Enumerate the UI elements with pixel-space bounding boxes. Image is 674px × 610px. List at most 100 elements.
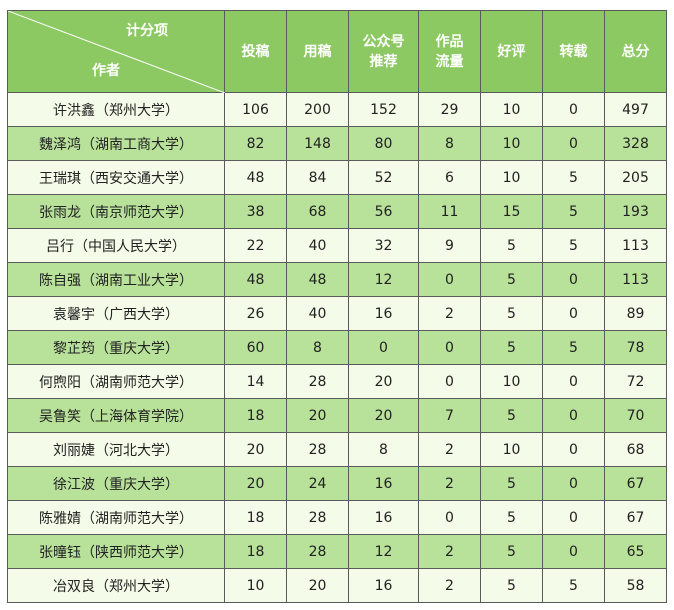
score-cell: 67 xyxy=(604,466,667,501)
author-cell: 袁馨宇（广西大学） xyxy=(7,296,225,331)
score-cell: 0 xyxy=(542,534,605,569)
score-cell: 5 xyxy=(480,534,543,569)
score-cell: 8 xyxy=(348,432,419,467)
score-cell: 68 xyxy=(286,194,349,229)
score-cell: 5 xyxy=(480,500,543,535)
score-cell: 12 xyxy=(348,534,419,569)
score-cell: 5 xyxy=(542,160,605,195)
author-cell: 魏泽鸿（湖南工商大学） xyxy=(7,126,225,161)
score-cell: 10 xyxy=(480,364,543,399)
author-cell: 张曈钰（陕西师范大学） xyxy=(7,534,225,569)
score-cell: 193 xyxy=(604,194,667,229)
score-cell: 22 xyxy=(224,228,287,263)
score-cell: 0 xyxy=(542,126,605,161)
score-cell: 28 xyxy=(286,432,349,467)
col-header: 转载 xyxy=(542,10,605,93)
score-cell: 106 xyxy=(224,92,287,127)
score-cell: 14 xyxy=(224,364,287,399)
author-cell: 陈雅婧（湖南师范大学） xyxy=(7,500,225,535)
score-cell: 0 xyxy=(542,500,605,535)
score-cell: 20 xyxy=(224,466,287,501)
col-header: 好评 xyxy=(480,10,543,93)
score-cell: 0 xyxy=(348,330,419,365)
score-cell: 113 xyxy=(604,262,667,297)
table-row: 吕行（中国人民大学） 22 40 32 9 5 5 113 xyxy=(7,228,667,263)
col-header: 投稿 xyxy=(224,10,287,93)
table-row: 张曈钰（陕西师范大学） 18 28 12 2 5 0 65 xyxy=(7,534,667,569)
score-cell: 18 xyxy=(224,398,287,433)
author-cell: 何煦阳（湖南师范大学） xyxy=(7,364,225,399)
table-row: 吴鲁笑（上海体育学院） 18 20 20 7 5 0 70 xyxy=(7,398,667,433)
score-cell: 6 xyxy=(418,160,481,195)
score-cell: 0 xyxy=(542,398,605,433)
score-cell: 7 xyxy=(418,398,481,433)
score-cell: 5 xyxy=(480,568,543,603)
header-row: 计分项 作者 投稿 用稿 公众号 推荐 作品 流量 好评 转载 总分 xyxy=(7,10,667,93)
score-cell: 5 xyxy=(480,228,543,263)
score-cell: 20 xyxy=(286,568,349,603)
score-cell: 28 xyxy=(286,534,349,569)
score-cell: 68 xyxy=(604,432,667,467)
score-cell: 2 xyxy=(418,296,481,331)
author-cell: 王瑞琪（西安交通大学） xyxy=(7,160,225,195)
score-cell: 10 xyxy=(480,126,543,161)
score-cell: 0 xyxy=(542,92,605,127)
author-cell: 徐江波（重庆大学） xyxy=(7,466,225,501)
score-cell: 113 xyxy=(604,228,667,263)
score-cell: 60 xyxy=(224,330,287,365)
score-cell: 80 xyxy=(348,126,419,161)
col-header: 作品 流量 xyxy=(418,10,481,93)
score-cell: 84 xyxy=(286,160,349,195)
score-cell: 152 xyxy=(348,92,419,127)
table-row: 何煦阳（湖南师范大学） 14 28 20 0 10 0 72 xyxy=(7,364,667,399)
score-cell: 0 xyxy=(418,262,481,297)
score-cell: 328 xyxy=(604,126,667,161)
score-table-container: 计分项 作者 投稿 用稿 公众号 推荐 作品 流量 好评 转载 总分 许洪鑫（郑州大… xyxy=(7,10,667,603)
table-row: 张雨龙（南京师范大学） 38 68 56 11 15 5 193 xyxy=(7,194,667,229)
score-cell: 0 xyxy=(542,364,605,399)
score-cell: 10 xyxy=(480,160,543,195)
score-cell: 28 xyxy=(286,364,349,399)
score-cell: 10 xyxy=(480,92,543,127)
score-cell: 18 xyxy=(224,534,287,569)
author-cell: 冶双良（郑州大学） xyxy=(7,568,225,603)
score-cell: 26 xyxy=(224,296,287,331)
author-cell: 陈自强（湖南工业大学） xyxy=(7,262,225,297)
score-cell: 9 xyxy=(418,228,481,263)
item-label: 计分项 xyxy=(126,23,168,39)
score-table: 计分项 作者 投稿 用稿 公众号 推荐 作品 流量 好评 转载 总分 许洪鑫（郑州大… xyxy=(7,10,667,603)
score-cell: 67 xyxy=(604,500,667,535)
score-cell: 48 xyxy=(224,262,287,297)
table-row: 徐江波（重庆大学） 20 24 16 2 5 0 67 xyxy=(7,466,667,501)
score-cell: 56 xyxy=(348,194,419,229)
score-cell: 10 xyxy=(224,568,287,603)
table-row: 刘丽婕（河北大学） 20 28 8 2 10 0 68 xyxy=(7,432,667,467)
score-cell: 2 xyxy=(418,534,481,569)
score-cell: 10 xyxy=(480,432,543,467)
table-row: 魏泽鸿（湖南工商大学） 82 148 80 8 10 0 328 xyxy=(7,126,667,161)
score-cell: 0 xyxy=(542,296,605,331)
score-cell: 24 xyxy=(286,466,349,501)
author-cell: 黎芷筠（重庆大学） xyxy=(7,330,225,365)
score-cell: 40 xyxy=(286,228,349,263)
score-cell: 29 xyxy=(418,92,481,127)
score-cell: 72 xyxy=(604,364,667,399)
table-row: 冶双良（郑州大学） 10 20 16 2 5 5 58 xyxy=(7,568,667,603)
score-cell: 40 xyxy=(286,296,349,331)
score-cell: 5 xyxy=(480,296,543,331)
score-cell: 65 xyxy=(604,534,667,569)
table-row: 陈自强（湖南工业大学） 48 48 12 0 5 0 113 xyxy=(7,262,667,297)
table-row: 王瑞琪（西安交通大学） 48 84 52 6 10 5 205 xyxy=(7,160,667,195)
author-cell: 许洪鑫（郑州大学） xyxy=(7,92,225,127)
score-cell: 28 xyxy=(286,500,349,535)
score-cell: 58 xyxy=(604,568,667,603)
score-cell: 5 xyxy=(480,398,543,433)
score-cell: 70 xyxy=(604,398,667,433)
score-cell: 2 xyxy=(418,568,481,603)
score-cell: 20 xyxy=(224,432,287,467)
score-cell: 11 xyxy=(418,194,481,229)
score-cell: 497 xyxy=(604,92,667,127)
author-label: 作者 xyxy=(92,63,120,79)
table-row: 许洪鑫（郑州大学） 106 200 152 29 10 0 497 xyxy=(7,92,667,127)
author-cell: 吕行（中国人民大学） xyxy=(7,228,225,263)
